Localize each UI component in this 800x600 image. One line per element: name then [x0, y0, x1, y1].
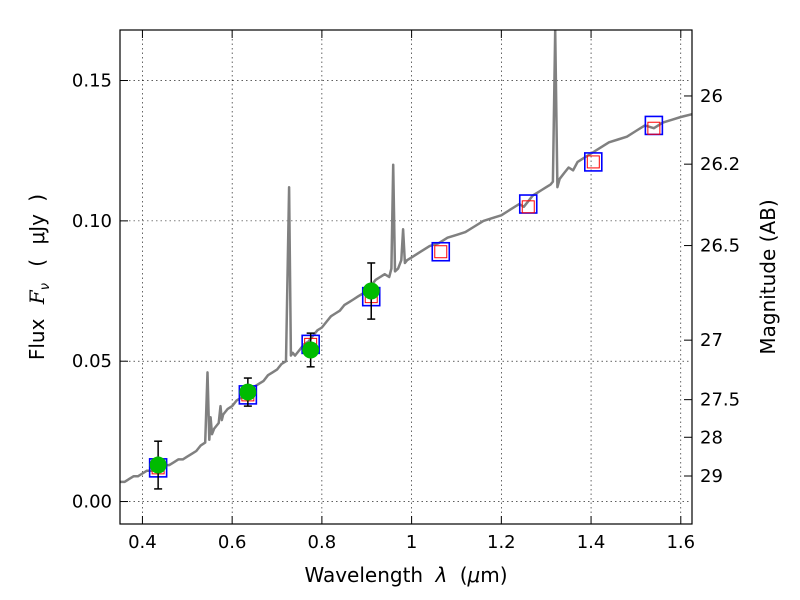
y-tick-label: 0.15 — [72, 71, 112, 92]
mag-tick-label: 26.2 — [700, 154, 740, 175]
plot-area — [120, 30, 692, 490]
grid — [120, 30, 692, 524]
synthetic-point — [647, 121, 661, 135]
x-tick-label: 1.2 — [487, 532, 516, 553]
synthetic-point — [521, 200, 535, 214]
plot-frame — [119, 29, 693, 525]
y-tick-label: 0.05 — [72, 351, 112, 372]
observed-point — [149, 456, 167, 474]
y-axis-label: Flux Fν ( μJy ) — [25, 194, 54, 360]
model-point — [431, 241, 451, 262]
mag-tick-label: 29 — [700, 466, 723, 487]
y-tick-label: 0.00 — [72, 492, 112, 513]
mag-tick-label: 28 — [700, 427, 723, 448]
axes: 0.4 0.6 0.8 1 1.2 1.4 1.6 0.00 0.05 0.10 0.15 26 26.… — [72, 30, 740, 553]
x-tick-label: 0.8 — [308, 532, 337, 553]
y2-axis-label: Magnitude (AB) — [756, 199, 780, 354]
mag-tick-label: 27.5 — [700, 390, 740, 411]
x-tick-label: 1.4 — [577, 532, 606, 553]
mag-tick-label: 26 — [700, 86, 723, 107]
x-axis-label: Wavelength λ (μm) — [304, 563, 507, 587]
observed-point — [239, 383, 257, 401]
mag-tick-label: 27 — [700, 330, 723, 351]
observed-point — [302, 341, 320, 359]
synthetic-point — [434, 245, 448, 259]
observed-point — [362, 282, 380, 300]
x-tick-label: 0.6 — [218, 532, 247, 553]
mag-tick-label: 26.5 — [700, 236, 740, 257]
x-tick-label: 0.4 — [128, 532, 157, 553]
spectrum-line — [120, 30, 692, 484]
x-tick-label: 1.6 — [666, 532, 695, 553]
x-tick-label: 1 — [406, 532, 417, 553]
y-tick-label: 0.10 — [72, 211, 112, 232]
model-point — [584, 152, 603, 172]
synthetic-point — [586, 155, 600, 169]
